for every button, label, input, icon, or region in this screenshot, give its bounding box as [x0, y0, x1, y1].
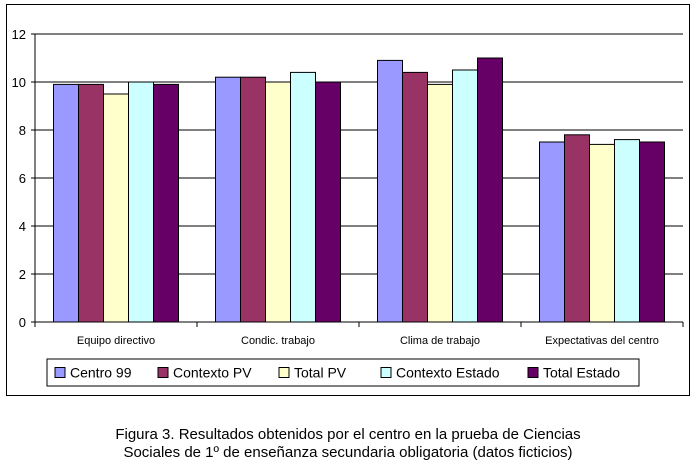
- legend-swatch-5: [527, 367, 539, 378]
- bar-2-2: [240, 76, 266, 323]
- bar-1-1: [53, 83, 79, 323]
- bar-4-4: [614, 139, 640, 323]
- legend-swatch-1: [54, 367, 66, 378]
- y-tick-label: 0: [19, 315, 26, 330]
- bar-5-3: [477, 57, 503, 323]
- bar-2-3: [402, 71, 428, 323]
- y-tick-label: 8: [19, 123, 26, 138]
- y-tick-label: 10: [12, 75, 26, 90]
- legend-label-4: Contexto Estado: [396, 365, 500, 381]
- bar-1-2: [215, 76, 241, 323]
- caption-line-2: Sociales de 1º de enseñanza secundaria o…: [123, 444, 573, 461]
- y-tick-label: 12: [12, 27, 26, 42]
- bar-4-2: [290, 71, 316, 323]
- x-tick-label: Expectativas del centro: [545, 335, 659, 347]
- bar-3-1: [103, 93, 129, 323]
- x-tick-label: Condic. trabajo: [241, 335, 315, 347]
- bar-4-3: [452, 69, 478, 323]
- bar-5-1: [153, 83, 179, 323]
- legend-label-2: Contexto PV: [173, 365, 252, 381]
- y-tick-label: 4: [19, 219, 26, 234]
- bar-3-2: [265, 81, 291, 323]
- legend-box: [46, 358, 640, 387]
- bar-1-4: [539, 141, 565, 323]
- legend-label-5: Total Estado: [543, 365, 620, 381]
- bar-2-1: [78, 83, 104, 323]
- legend-label-1: Centro 99: [70, 365, 132, 381]
- legend-swatch-3: [278, 367, 290, 378]
- bar-5-4: [639, 141, 665, 323]
- legend-label-3: Total PV: [294, 365, 347, 381]
- bar-1-3: [377, 59, 403, 323]
- y-tick-label: 6: [19, 171, 26, 186]
- x-tick-label: Equipo directivo: [77, 335, 155, 347]
- bar-3-4: [589, 143, 615, 323]
- bar-3-3: [427, 83, 453, 323]
- figure-caption: Figura 3. Resultados obtenidos por el ce…: [0, 426, 696, 462]
- x-tick-label: Clima de trabajo: [400, 335, 480, 347]
- legend-swatch-2: [157, 367, 169, 378]
- bar-5-2: [315, 81, 341, 323]
- caption-line-1: Figura 3. Resultados obtenidos por el ce…: [115, 426, 581, 443]
- bar-2-4: [564, 134, 590, 323]
- bar-4-1: [128, 81, 154, 323]
- bar-chart: 0 2 4 6 8 10 12 Equipo directivo Condic. trabajo…: [12, 27, 684, 387]
- legend-swatch-4: [380, 367, 392, 378]
- y-tick-label: 2: [19, 267, 26, 282]
